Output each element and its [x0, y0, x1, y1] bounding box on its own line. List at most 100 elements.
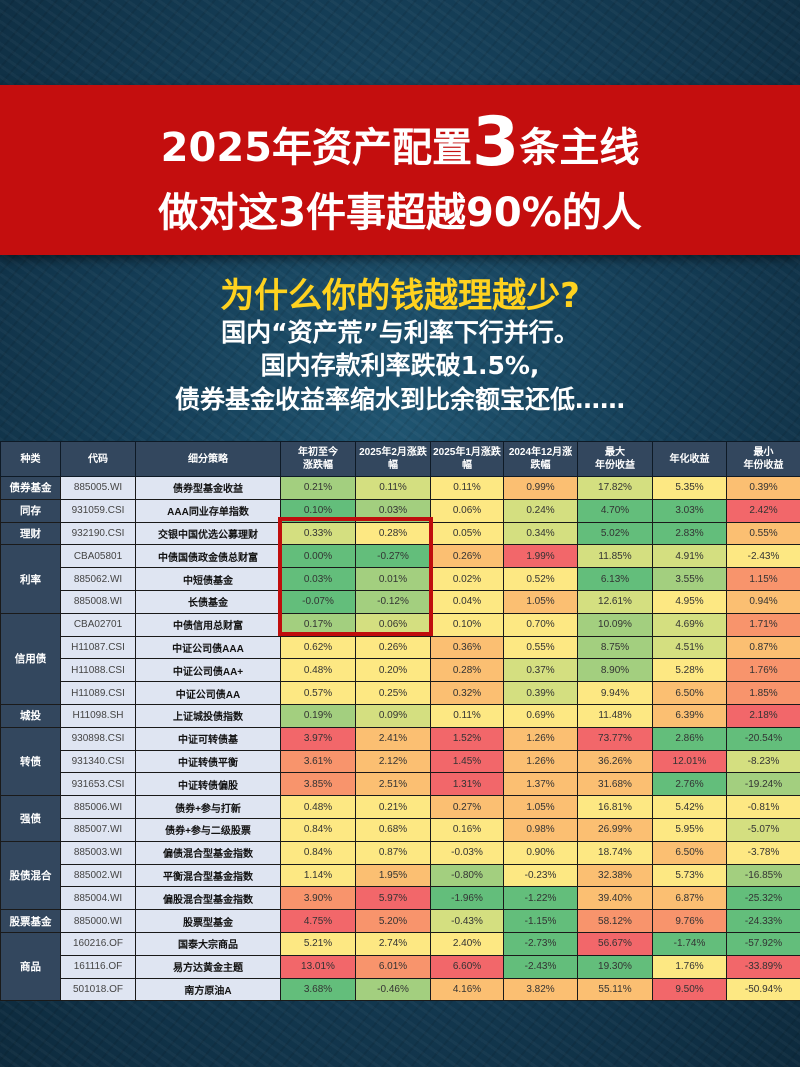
value-cell: 0.87% — [355, 840, 431, 865]
category-cell: 股票基金 — [0, 909, 61, 933]
value-cell: 5.95% — [652, 817, 727, 842]
value-cell: -24.33% — [726, 909, 800, 933]
value-cell: -2.43% — [503, 954, 578, 979]
value-cell: 4.16% — [430, 977, 504, 1002]
value-cell: 1.05% — [503, 589, 578, 614]
value-cell: -20.54% — [726, 726, 800, 751]
category-cell: 同存 — [0, 498, 61, 523]
code-cell: 931653.CSI — [60, 772, 136, 797]
value-cell: 5.97% — [355, 886, 431, 911]
value-cell: 5.35% — [652, 476, 727, 500]
code-cell: 930898.CSI — [60, 726, 136, 751]
value-cell: 12.61% — [577, 589, 653, 614]
value-cell: 73.77% — [577, 726, 653, 751]
value-cell: 31.68% — [577, 772, 653, 797]
value-cell: 1.71% — [726, 612, 800, 637]
value-cell: 0.99% — [503, 476, 578, 500]
value-cell: -5.07% — [726, 817, 800, 842]
value-cell: 0.27% — [430, 795, 504, 819]
table-row: 转债 930898.CSI 中证可转债基 3.97% 2.41% 1.52% 1.26% 73… — [0, 726, 800, 797]
strategy-cell: 债券型基金收益 — [135, 476, 281, 500]
code-cell: 885062.WI — [60, 567, 136, 591]
value-cell: 6.50% — [652, 681, 727, 705]
strategy-cell: 国泰大宗商品 — [135, 931, 281, 956]
value-cell: 0.36% — [430, 635, 504, 660]
value-cell: 1.26% — [503, 726, 578, 751]
strategy-cell: 股票型基金 — [135, 909, 281, 933]
column-header: 年初至今 涨跌幅 — [280, 441, 356, 477]
value-cell: -0.23% — [503, 863, 578, 888]
value-cell: 1.37% — [503, 772, 578, 797]
value-cell: 3.03% — [652, 498, 727, 523]
value-cell: 5.73% — [652, 863, 727, 888]
value-cell: 5.42% — [652, 795, 727, 819]
value-cell: 0.09% — [355, 703, 431, 728]
value-cell: 0.69% — [503, 703, 578, 728]
column-header: 2024年12月涨跌幅 — [503, 441, 578, 477]
value-cell: 36.26% — [577, 749, 653, 774]
value-cell: 58.12% — [577, 909, 653, 933]
code-cell: 885003.WI — [60, 840, 136, 865]
strategy-cell: 中证可转债基 — [135, 726, 281, 751]
strategy-cell: 债券+参与打新 — [135, 795, 281, 819]
value-cell: 2.83% — [652, 521, 727, 546]
value-cell: 4.91% — [652, 544, 727, 569]
value-cell: 16.81% — [577, 795, 653, 819]
value-cell: 0.24% — [503, 498, 578, 523]
value-cell: 1.15% — [726, 567, 800, 591]
title-line-2: 做对这3件事超越90%的人 — [158, 190, 642, 236]
value-cell: 6.13% — [577, 567, 653, 591]
value-cell: 6.01% — [355, 954, 431, 979]
value-cell: 5.02% — [577, 521, 653, 546]
value-cell: 1.99% — [503, 544, 578, 569]
table-row: 885008.WI 长债基金 -0.07% -0.12% 0.04% 1.05% 12.61… — [1, 589, 800, 614]
value-cell: 0.00% — [280, 544, 356, 569]
value-cell: 4.75% — [280, 909, 356, 933]
value-cell: 0.55% — [503, 635, 578, 660]
category-cell: 股债混合 — [0, 840, 61, 911]
category-cell: 利率 — [0, 544, 61, 614]
value-cell: 0.19% — [280, 703, 356, 728]
code-cell: 885006.WI — [60, 795, 136, 819]
column-header: 种类 — [0, 441, 61, 477]
value-cell: 1.14% — [280, 863, 356, 888]
value-cell: -0.27% — [355, 544, 431, 569]
title-text: 2025年资产配置 — [160, 125, 472, 171]
strategy-cell: 长债基金 — [135, 589, 281, 614]
value-cell: 0.68% — [355, 817, 431, 842]
value-cell: 2.42% — [726, 498, 800, 523]
value-cell: 6.39% — [652, 703, 727, 728]
value-cell: 11.85% — [577, 544, 653, 569]
value-cell: 3.68% — [280, 977, 356, 1002]
value-cell: -19.24% — [726, 772, 800, 797]
value-cell: -0.43% — [430, 909, 504, 933]
value-cell: 0.02% — [430, 567, 504, 591]
table-row: 885007.WI 债券+参与二级股票 0.84% 0.68% 0.16% 0.98% 26… — [1, 817, 800, 842]
value-cell: 0.33% — [280, 521, 356, 546]
title-number: 3 — [472, 103, 520, 182]
value-cell: -25.32% — [726, 886, 800, 911]
category-cell: 信用债 — [0, 612, 61, 705]
value-cell: 0.10% — [280, 498, 356, 523]
value-cell: 0.28% — [355, 521, 431, 546]
column-header: 年化收益 — [652, 441, 727, 477]
subtitle-line-2: 国内存款利率跌破1.5%, — [260, 351, 540, 380]
subtitle-line-3: 债券基金收益率缩水到比余额宝还低…… — [174, 385, 625, 414]
table-row: 理财 932190.CSI 交银中国优选公募理财 0.33% 0.28% 0.05% 0.3… — [0, 521, 800, 546]
column-header: 代码 — [60, 441, 136, 477]
code-cell: 885000.WI — [60, 909, 136, 933]
strategy-cell: 平衡混合型基金指数 — [135, 863, 281, 888]
category-cell: 强债 — [0, 795, 61, 842]
strategy-cell: 偏股混合型基金指数 — [135, 886, 281, 911]
value-cell: 1.76% — [726, 658, 800, 683]
value-cell: -16.85% — [726, 863, 800, 888]
table-row: 501018.OF 南方原油A 3.68% -0.46% 4.16% 3.82% 55.11… — [1, 977, 800, 1002]
strategy-cell: 易方达黄金主题 — [135, 954, 281, 979]
value-cell: 0.39% — [726, 476, 800, 500]
value-cell: 1.85% — [726, 681, 800, 705]
value-cell: 4.95% — [652, 589, 727, 614]
value-cell: 5.20% — [355, 909, 431, 933]
value-cell: -1.22% — [503, 886, 578, 911]
value-cell: 0.26% — [430, 544, 504, 569]
value-cell: 2.41% — [355, 726, 431, 751]
